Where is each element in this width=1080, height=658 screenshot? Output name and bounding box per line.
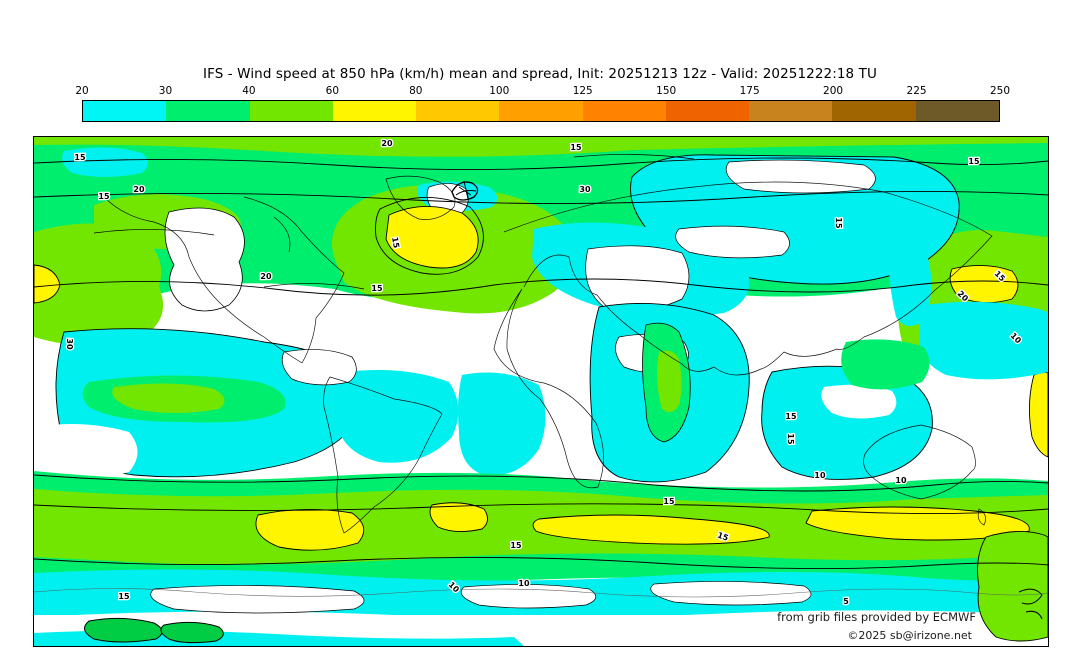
contour-label: 30: [65, 338, 74, 350]
contour-label: 15: [371, 284, 383, 293]
contour-label: 15: [786, 433, 795, 445]
contour-label: 15: [118, 592, 130, 601]
contour-label: 5: [843, 597, 849, 606]
contour-label: 15: [74, 153, 86, 162]
colorbar-tick: 125: [572, 85, 593, 97]
contour-label: 15: [968, 157, 980, 166]
copyright-credit: ©2025 sb@irizone.net: [847, 629, 972, 642]
contour-label: 10: [518, 579, 530, 588]
colorbar: [82, 100, 1000, 122]
colorbar-tick: 80: [409, 85, 423, 97]
colorbar-tick: 225: [906, 85, 927, 97]
colorbar-tick: 150: [656, 85, 677, 97]
contour-label: 20: [260, 272, 272, 281]
colorbar-tick: 200: [823, 85, 844, 97]
contour-label: 15: [98, 192, 110, 201]
contour-label: 15: [663, 497, 675, 506]
colorbar-segment-150-175: [665, 101, 750, 121]
colorbar-tick: 20: [75, 85, 89, 97]
colorbar-tick: 100: [489, 85, 510, 97]
contour-label: 15: [834, 217, 843, 229]
contour-label: 15: [390, 236, 401, 249]
subantarctic-cyan-belt: [34, 569, 1048, 618]
colorbar-tick-labels: 20 30 40 60 80 100 125 150 175 200 225 250: [75, 85, 1010, 99]
colorbar-tick: 30: [158, 85, 173, 97]
colorbar-tick: 175: [739, 85, 760, 97]
colorbar-tick: 60: [325, 85, 340, 97]
spread-contours: [34, 154, 1048, 569]
contour-label: 20: [133, 185, 145, 194]
chart-title: IFS - Wind speed at 850 hPa (km/h) mean …: [203, 66, 877, 82]
iceland-scribble: [451, 180, 479, 201]
contour-label: 15: [785, 412, 797, 421]
colorbar-segment-175-200: [749, 101, 833, 121]
colorbar-tick: 250: [989, 85, 1011, 97]
north-white-holes: [164, 159, 876, 312]
colorbar-segment-200-225: [832, 101, 916, 121]
colorbar-segment-100-125: [499, 101, 583, 121]
contour-label: 15: [570, 143, 582, 152]
contour-label: 10: [814, 471, 826, 480]
colorbar-segment-125-150: [582, 101, 666, 121]
colorbar-segment-30-40: [166, 101, 250, 121]
antarctica: [34, 531, 1048, 646]
colorbar-segment-225-250: [915, 101, 999, 121]
contour-label: 20: [381, 139, 393, 148]
colorbar-segment-60-80: [332, 101, 417, 121]
colorbar-segment-20-30: [83, 101, 167, 121]
trade-wind-streaks: [82, 322, 930, 443]
contour-label: 30: [579, 185, 591, 194]
colorbar-tick: 40: [242, 85, 256, 97]
southern-yellow-jets: [255, 502, 1030, 551]
colorbar-segment-40-60: [249, 101, 333, 121]
world-wind-map: 15 20 15 30 20 15 30 15 15 20 15 15 15 20 10 15 15 10 10 15…: [33, 136, 1049, 647]
contour-label: 10: [895, 476, 907, 485]
north-yellow-jets: [34, 206, 1048, 458]
data-source-credit: from grib files provided by ECMWF: [777, 610, 976, 624]
contour-label: 15: [510, 541, 522, 550]
colorbar-segment-80-100: [416, 101, 500, 121]
southern-storm-track: [34, 471, 1048, 589]
